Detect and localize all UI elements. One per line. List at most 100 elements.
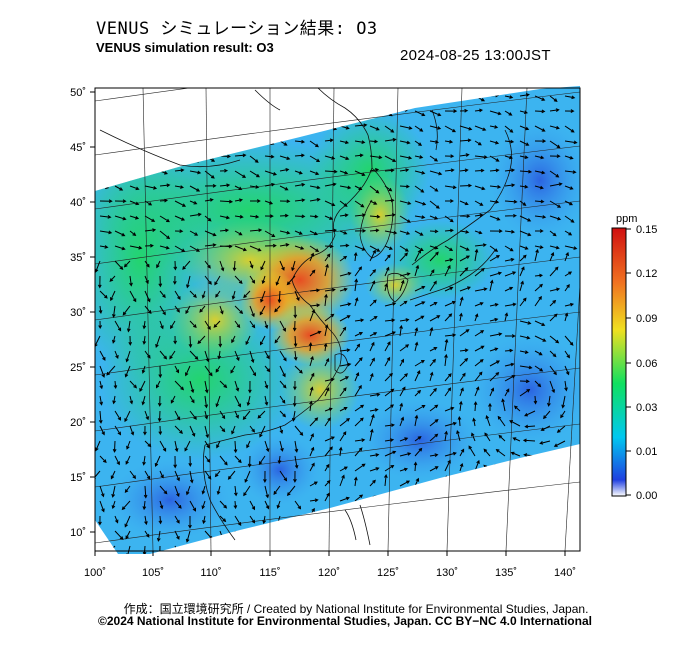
wind-arrow bbox=[202, 515, 206, 525]
wind-arrow bbox=[156, 260, 161, 269]
wind-arrow bbox=[504, 312, 509, 322]
wind-arrow bbox=[384, 213, 396, 217]
wind-arrow bbox=[249, 275, 256, 284]
wind-arrow bbox=[489, 168, 500, 173]
wind-arrow bbox=[174, 470, 180, 482]
wind-arrow bbox=[399, 184, 410, 189]
lon-label: 120˚ bbox=[318, 567, 340, 579]
wind-arrow bbox=[249, 320, 256, 329]
wind-arrow bbox=[354, 357, 363, 367]
wind-arrow bbox=[553, 440, 566, 447]
wind-arrow bbox=[474, 200, 484, 206]
wind-arrow bbox=[98, 305, 103, 315]
wind-arrow bbox=[219, 425, 226, 433]
wind-arrow bbox=[264, 395, 269, 406]
wind-arrow bbox=[109, 275, 116, 282]
wind-arrow bbox=[197, 335, 206, 345]
wind-arrow bbox=[219, 260, 225, 272]
wind-arrow bbox=[248, 380, 252, 394]
wind-arrow bbox=[489, 125, 499, 129]
credit-line: 作成：国立環境研究所 / Created by National Institu… bbox=[0, 600, 700, 617]
wind-arrow bbox=[309, 214, 319, 219]
wind-arrow bbox=[354, 228, 367, 233]
wind-arrow bbox=[213, 320, 221, 328]
wind-arrow bbox=[534, 365, 544, 372]
wind-arrow bbox=[188, 455, 193, 467]
wind-arrow bbox=[189, 245, 201, 252]
wind-arrow bbox=[369, 479, 376, 487]
wind-arrow bbox=[112, 440, 117, 453]
wind-arrow bbox=[309, 355, 314, 367]
wind-arrow bbox=[383, 473, 388, 487]
wind-arrow bbox=[549, 365, 557, 376]
wind-arrow bbox=[414, 230, 424, 236]
wind-arrow bbox=[444, 125, 457, 133]
wind-arrow bbox=[324, 313, 335, 322]
wind-arrow bbox=[129, 275, 133, 287]
wind-arrow bbox=[286, 275, 296, 286]
wind-arrow bbox=[414, 341, 419, 352]
wind-arrow bbox=[519, 230, 532, 237]
wind-arrow bbox=[324, 293, 328, 307]
wind-arrow bbox=[249, 365, 257, 377]
wind-arrow bbox=[399, 373, 408, 382]
wind-arrow bbox=[564, 251, 569, 262]
wind-arrow bbox=[234, 275, 243, 285]
wind-arrow bbox=[189, 230, 199, 236]
wind-arrow bbox=[384, 404, 395, 412]
o3-concentration-field bbox=[95, 86, 580, 554]
wind-arrow bbox=[309, 372, 315, 382]
wind-arrow bbox=[549, 200, 562, 208]
wind-arrow bbox=[485, 415, 491, 427]
wind-arrow bbox=[474, 267, 485, 277]
wind-arrow bbox=[474, 140, 482, 146]
wind-arrow bbox=[125, 530, 131, 540]
wind-arrow bbox=[144, 440, 152, 448]
wind-arrow bbox=[384, 318, 396, 323]
wind-arrow bbox=[519, 184, 529, 189]
wind-arrow bbox=[354, 372, 360, 382]
lat-label: 50˚ bbox=[70, 87, 86, 99]
wind-arrow bbox=[234, 198, 244, 202]
wind-arrow bbox=[459, 329, 470, 337]
wind-arrow bbox=[124, 515, 131, 528]
wind-arrow bbox=[174, 200, 187, 207]
wind-arrow bbox=[429, 419, 439, 427]
wind-arrow bbox=[95, 440, 101, 452]
wind-arrow bbox=[123, 260, 131, 268]
wind-arrow bbox=[170, 395, 176, 404]
wind-arrow bbox=[459, 255, 471, 262]
wind-arrow bbox=[279, 470, 288, 482]
wind-arrow bbox=[324, 155, 336, 160]
wind-arrow bbox=[250, 199, 261, 203]
wind-arrow bbox=[459, 125, 473, 131]
wind-arrow bbox=[399, 318, 410, 322]
wind-arrow bbox=[294, 230, 303, 235]
wind-arrow bbox=[324, 200, 336, 207]
colorbar-label: 0.06 bbox=[636, 358, 657, 370]
wind-arrow bbox=[519, 297, 527, 307]
wind-arrow bbox=[219, 515, 227, 523]
wind-arrow bbox=[459, 183, 473, 188]
wind-arrow bbox=[384, 266, 390, 277]
wind-arrow bbox=[534, 155, 545, 160]
wind-arrow bbox=[264, 170, 278, 176]
wind-arrow bbox=[369, 453, 380, 457]
wind-arrow bbox=[189, 500, 196, 512]
wind-arrow bbox=[560, 410, 566, 419]
wind-arrow bbox=[324, 436, 335, 442]
wind-arrow bbox=[459, 200, 469, 206]
wind-arrow bbox=[399, 168, 410, 172]
wind-arrow bbox=[519, 335, 531, 340]
wind-arrow bbox=[474, 359, 484, 367]
wind-arrow bbox=[564, 284, 570, 292]
lon-label: 105˚ bbox=[142, 567, 164, 579]
credit-text: 作成：国立環境研究所 / Created by National Institu… bbox=[123, 602, 589, 616]
wind-arrow bbox=[174, 485, 180, 498]
wind-arrow bbox=[234, 185, 243, 190]
wind-arrow bbox=[204, 440, 210, 449]
wind-arrow bbox=[564, 185, 574, 190]
wind-arrow bbox=[264, 230, 276, 237]
wind-arrow bbox=[524, 424, 536, 429]
wind-arrow bbox=[173, 455, 178, 469]
